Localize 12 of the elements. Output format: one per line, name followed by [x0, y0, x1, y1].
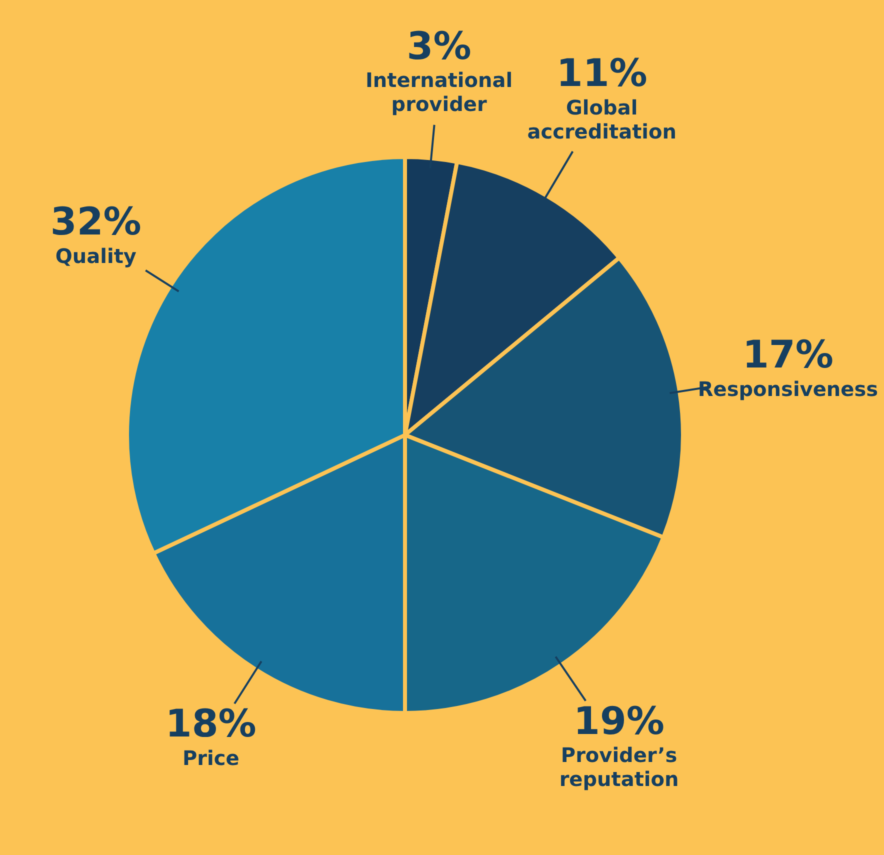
- data-label: 18%: [165, 702, 256, 746]
- slice-label: International provider: [365, 68, 513, 116]
- slice-label: Quality: [55, 244, 136, 268]
- slice-label: Provider’s reputation: [559, 743, 679, 792]
- slice-label: Global accreditation: [527, 95, 676, 144]
- data-label: 19%: [574, 698, 665, 743]
- data-label: 32%: [50, 200, 142, 244]
- data-label: 17%: [742, 332, 834, 377]
- data-label: 3%: [406, 24, 472, 68]
- slice-label: Price: [182, 746, 240, 770]
- slice-label: Responsiveness: [698, 376, 878, 401]
- data-label: 11%: [556, 51, 648, 96]
